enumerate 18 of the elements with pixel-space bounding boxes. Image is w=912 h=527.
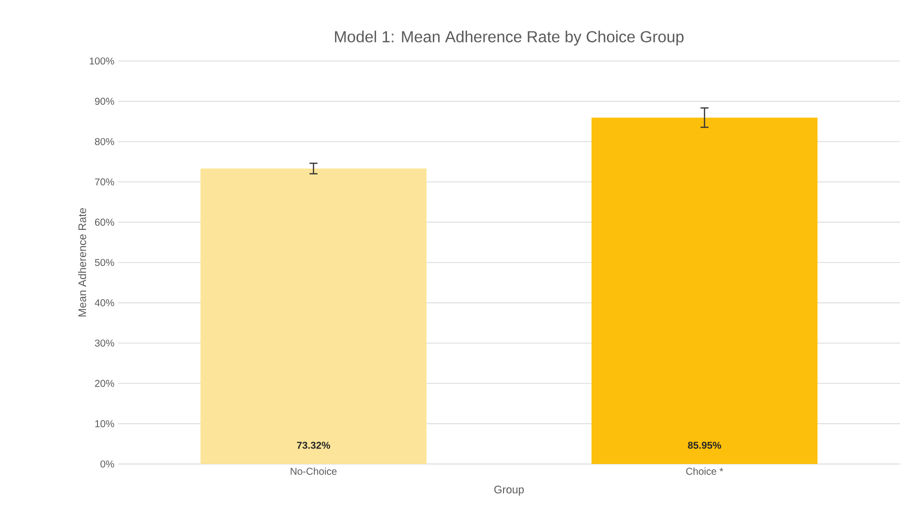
y-tick-label: 20% bbox=[95, 380, 114, 387]
y-tick-label: 30% bbox=[94, 340, 114, 347]
y-axis-title: Mean Adherence Rate bbox=[78, 208, 86, 316]
y-tick-label: 50% bbox=[94, 258, 114, 266]
y-tick-label: 90% bbox=[95, 98, 114, 105]
y-tick-label: 70% bbox=[95, 178, 114, 186]
chart-title: Model 1: Mean Adherence Rate by Choice Group bbox=[335, 30, 684, 46]
y-tick-label: 60% bbox=[95, 218, 114, 226]
x-axis-title: Group bbox=[494, 486, 524, 496]
data-label: 85.95% bbox=[688, 442, 722, 449]
x-tick-label: Choice * bbox=[686, 468, 724, 475]
y-tick-label: 40% bbox=[94, 299, 114, 306]
y-tick-label: 100% bbox=[90, 57, 114, 65]
data-label: 73.32% bbox=[297, 442, 330, 449]
x-tick-label: No-Choice bbox=[290, 468, 337, 475]
y-tick-label: 0% bbox=[100, 460, 114, 468]
y-tick-label: 80% bbox=[94, 138, 114, 146]
y-tick-label: 10% bbox=[95, 420, 114, 428]
